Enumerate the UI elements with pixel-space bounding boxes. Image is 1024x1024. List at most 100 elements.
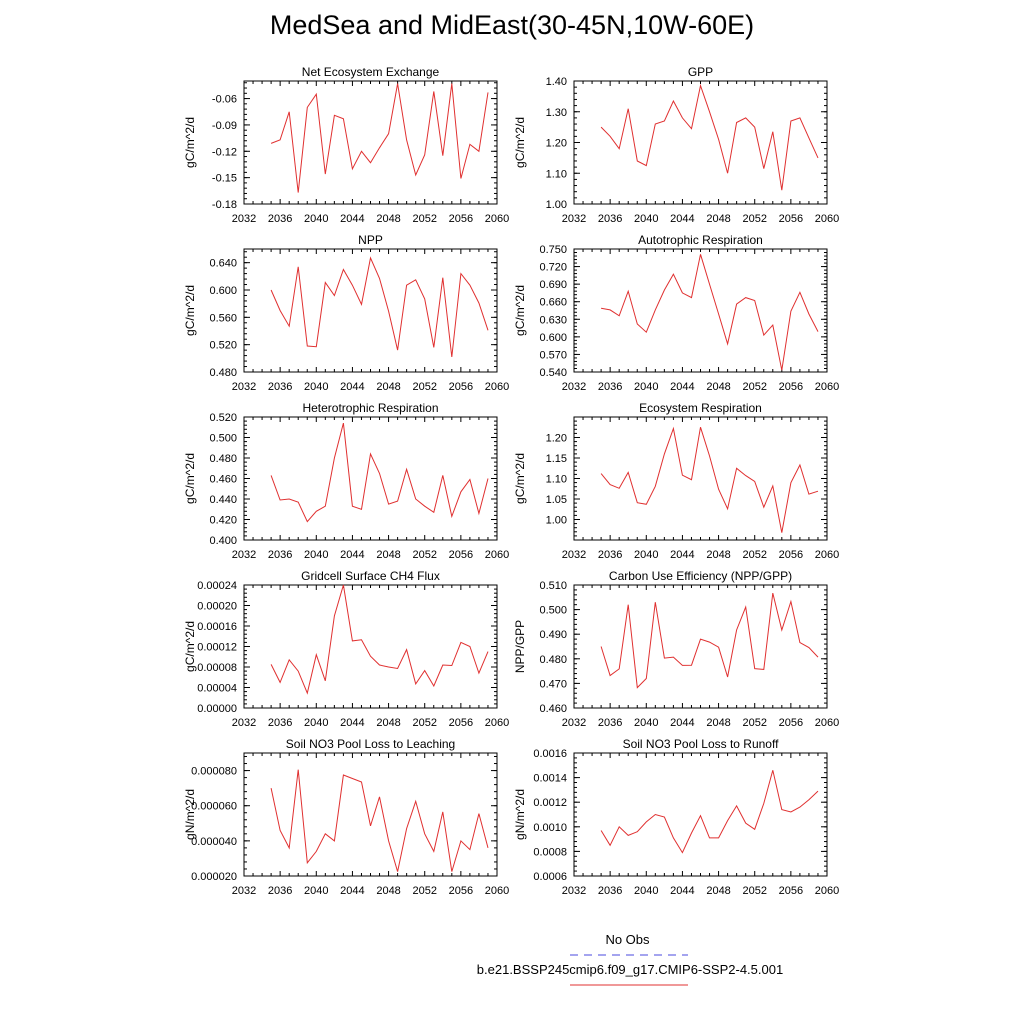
x-tick-label: 2048 [706,549,730,561]
x-tick-label: 2044 [340,381,364,393]
chart-panel-8: Carbon Use Efficiency (NPP/GPP) NPP/GPP 20… [513,569,839,729]
x-tick-label: 2052 [742,381,766,393]
y-tick-label: 1.00 [546,515,567,527]
x-tick-label: 2048 [376,885,400,897]
x-tick-label: 2044 [670,885,694,897]
chart-title: Soil NO3 Pool Loss to Runoff [623,737,780,751]
y-tick-label: 0.000080 [191,766,237,778]
y-tick-label: 0.0008 [533,846,567,858]
y-tick-label: 0.0006 [533,871,567,883]
y-tick-label: 0.0014 [533,773,567,785]
y-tick-label: 0.500 [209,433,237,445]
y-tick-label: 0.00000 [197,703,237,715]
y-axis-label: gC/m^2/d [183,285,197,336]
x-tick-label: 2032 [232,381,256,393]
series-line [270,422,489,523]
y-tick-label: 0.480 [209,367,237,379]
chart-title: Net Ecosystem Exchange [302,65,440,79]
chart-title: Carbon Use Efficiency (NPP/GPP) [609,569,792,583]
x-tick-label: 2056 [779,717,803,729]
x-tick-label: 2052 [742,213,766,225]
chart-panel-7: Gridcell Surface CH4 Flux gC/m^2/d 2032 203… [183,569,509,729]
x-tick-label: 2048 [706,381,730,393]
chart-panel-10: Soil NO3 Pool Loss to Runoff gN/m^2/d 2032… [513,737,839,897]
series-line [600,426,819,533]
y-axis-label: gC/m^2/d [513,453,527,504]
x-tick-label: 2036 [598,549,622,561]
chart-panel-3: NPP gC/m^2/d 2032 2036 2040 2044 2048 2052 2056 2… [183,233,509,393]
x-tick-label: 2052 [742,549,766,561]
legend-obs-label: No Obs [605,932,650,947]
x-tick-label: 2036 [268,381,292,393]
y-tick-label: 0.540 [539,367,567,379]
y-tick-label: 0.440 [209,494,237,506]
x-tick-label: 2032 [232,717,256,729]
chart-title: Gridcell Surface CH4 Flux [301,569,440,583]
x-tick-label: 2048 [376,717,400,729]
x-tick-label: 2048 [706,213,730,225]
x-tick-label: 2036 [598,717,622,729]
y-tick-label: 0.500 [539,605,567,617]
x-tick-label: 2056 [449,381,473,393]
y-tick-label: 0.560 [209,312,237,324]
x-tick-label: 2036 [268,885,292,897]
x-tick-label: 2056 [449,717,473,729]
x-tick-label: 2032 [232,885,256,897]
chart-panel-1: Net Ecosystem Exchange gC/m^2/d 2032 2036 20… [183,65,509,225]
y-tick-label: 0.460 [209,474,237,486]
y-tick-label: 1.40 [546,76,567,88]
x-tick-label: 2060 [815,717,839,729]
x-tick-label: 2048 [376,549,400,561]
x-tick-label: 2048 [706,885,730,897]
y-tick-label: 0.660 [539,297,567,309]
y-tick-label: 0.750 [539,244,567,256]
x-tick-label: 2036 [268,213,292,225]
x-tick-label: 2056 [779,885,803,897]
y-tick-label: 0.0012 [533,797,567,809]
y-tick-label: 1.10 [546,168,567,180]
y-tick-label: 1.30 [546,107,567,119]
y-tick-label: 0.0010 [533,822,567,834]
main-title: MedSea and MidEast(30-45N,10W-60E) [269,10,755,40]
y-tick-label: 0.630 [539,314,567,326]
x-tick-label: 2056 [779,213,803,225]
x-tick-label: 2060 [815,885,839,897]
x-tick-label: 2044 [340,549,364,561]
series-line [600,770,819,854]
y-tick-label: 0.690 [539,279,567,291]
x-tick-label: 2040 [634,717,658,729]
series-line [270,769,489,872]
x-tick-label: 2060 [485,885,509,897]
x-tick-label: 2044 [340,213,364,225]
y-tick-label: 0.570 [539,349,567,361]
y-tick-label: 0.00016 [197,621,237,633]
x-tick-label: 2044 [670,381,694,393]
x-tick-label: 2036 [268,717,292,729]
plot-frame [243,80,498,205]
x-tick-label: 2060 [485,549,509,561]
x-tick-label: 2036 [598,213,622,225]
x-tick-label: 2060 [485,213,509,225]
y-tick-label: 0.600 [539,332,567,344]
y-tick-label: 0.520 [209,340,237,352]
y-tick-label: 1.00 [546,199,567,211]
x-tick-label: 2060 [485,717,509,729]
y-tick-label: 1.05 [546,494,567,506]
y-tick-label: 0.470 [539,678,567,690]
chart-title: Autotrophic Respiration [638,233,763,247]
y-tick-label: 0.480 [539,654,567,666]
y-tick-label: 0.420 [209,515,237,527]
y-tick-label: 0.480 [209,453,237,465]
x-tick-label: 2036 [598,381,622,393]
y-tick-label: 0.00020 [197,601,237,613]
y-axis-label: gC/m^2/d [183,117,197,168]
series-line [601,254,819,371]
x-tick-label: 2044 [340,885,364,897]
x-tick-label: 2044 [670,213,694,225]
x-tick-label: 2056 [449,549,473,561]
plot-frame [573,248,828,373]
x-tick-label: 2032 [562,381,586,393]
y-tick-label: 1.20 [546,138,567,150]
y-tick-label: -0.06 [212,94,237,106]
